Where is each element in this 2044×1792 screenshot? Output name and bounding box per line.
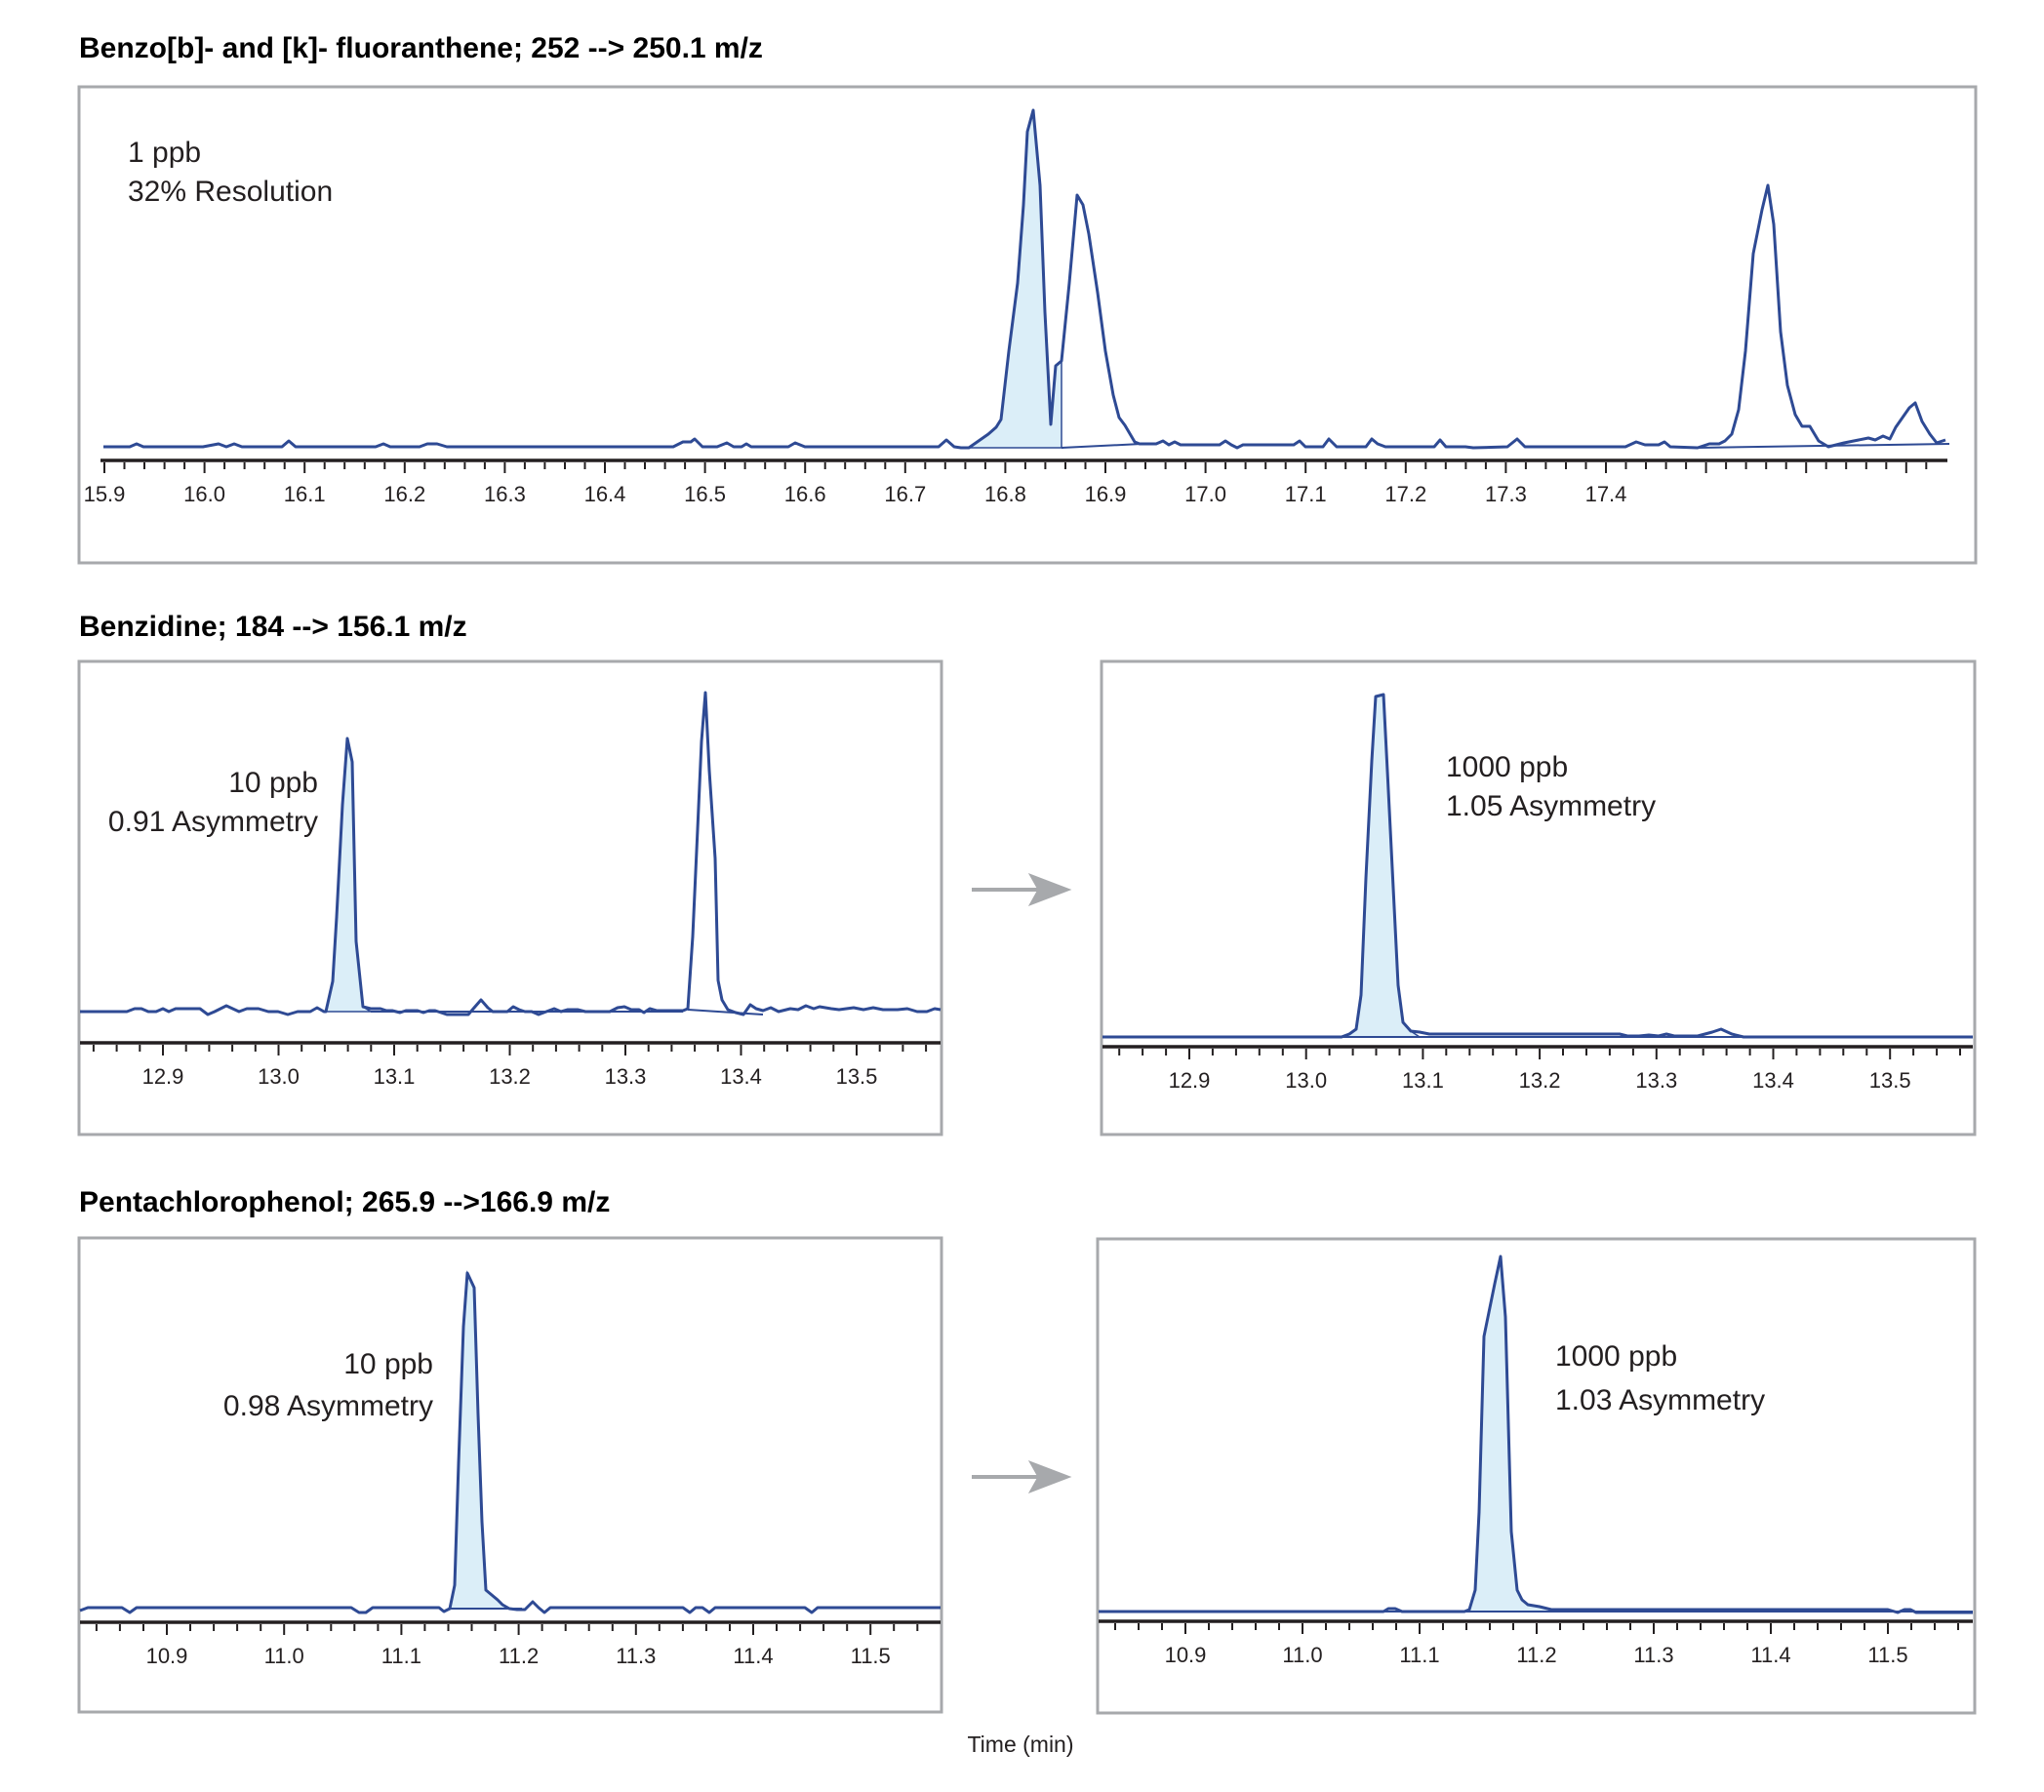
tick-label: 16.8 <box>984 482 1026 506</box>
x-axis-title: Time (min) <box>967 1732 1073 1757</box>
tick-label: 13.5 <box>1869 1068 1911 1093</box>
tick-label: 11.1 <box>1399 1643 1439 1667</box>
tick-label: 11.2 <box>499 1644 539 1668</box>
resolution-label: 32% Resolution <box>128 176 333 208</box>
tick-label: 11.5 <box>1867 1643 1907 1667</box>
x-axis-tick-labels: 10.9 11.0 11.1 11.2 11.3 11.4 11.5 <box>146 1644 891 1668</box>
concentration-label: 1000 ppb <box>1555 1340 1677 1373</box>
tick-label: 13.4 <box>720 1064 762 1089</box>
tick-label: 11.3 <box>1633 1643 1673 1667</box>
tick-label: 11.0 <box>264 1644 304 1668</box>
x-axis-ticks <box>92 1045 928 1055</box>
x-axis-tick-labels: 10.9 11.0 11.1 11.2 11.3 11.4 11.5 <box>1165 1643 1908 1667</box>
tick-label: 11.1 <box>381 1644 421 1668</box>
panel-benzofluoranthene: 15.9 16.0 16.1 16.2 16.3 16.4 16.5 16.6 16.7 16.8… <box>77 85 1978 565</box>
x-axis-ticks <box>95 1624 919 1635</box>
tick-label: 16.4 <box>584 482 626 506</box>
panel-frame <box>77 1236 943 1714</box>
tick-label: 16.1 <box>284 482 326 506</box>
tick-label: 16.5 <box>684 482 726 506</box>
tick-label: 10.9 <box>146 1644 188 1668</box>
integration-baseline <box>1697 443 1950 449</box>
x-axis-ticks <box>103 462 1928 473</box>
tick-label: 11.5 <box>851 1644 891 1668</box>
chromatogram-trace <box>103 108 1946 450</box>
tick-label: 11.3 <box>616 1644 656 1668</box>
panel-frame <box>1100 659 1977 1136</box>
panel-frame <box>77 659 943 1136</box>
panel-frame <box>1096 1237 1977 1715</box>
panel-benzidine-1000ppb: 12.9 13.0 13.1 13.2 13.3 13.4 13.5 1000 ppb 1.… <box>1100 659 1977 1136</box>
tick-label: 11.4 <box>1750 1643 1790 1667</box>
concentration-label: 10 ppb <box>343 1348 433 1380</box>
tick-label: 17.4 <box>1585 482 1627 506</box>
x-axis-ticks <box>1118 1049 1961 1059</box>
tick-label: 17.2 <box>1384 482 1426 506</box>
asymmetry-label: 1.03 Asymmetry <box>1555 1384 1765 1416</box>
tick-label: 17.0 <box>1184 482 1226 506</box>
tick-label: 16.3 <box>484 482 526 506</box>
tick-label: 13.3 <box>1635 1068 1677 1093</box>
panel-pentachlorophenol-1000ppb: 10.9 11.0 11.1 11.2 11.3 11.4 11.5 1000 ppb 1.… <box>1096 1237 1977 1715</box>
x-axis-tick-labels: 15.9 16.0 16.1 16.2 16.3 16.4 16.5 16.6 16.7 16.8… <box>84 482 1627 506</box>
tick-label: 16.0 <box>183 482 225 506</box>
asymmetry-label: 0.98 Asymmetry <box>223 1390 433 1422</box>
x-axis-tick-labels: 12.9 13.0 13.1 13.2 13.3 13.4 13.5 <box>142 1064 878 1089</box>
concentration-label: 10 ppb <box>228 767 318 799</box>
tick-label: 16.6 <box>784 482 826 506</box>
integration-baseline <box>1061 443 1142 449</box>
transition-arrow <box>972 873 1072 906</box>
tick-label: 10.9 <box>1165 1643 1207 1667</box>
chromatogram-trace <box>79 1271 941 1614</box>
section-title-benzofluoranthene: Benzo[b]- and [k]- fluoranthene; 252 -->… <box>79 32 763 64</box>
asymmetry-label: 0.91 Asymmetry <box>108 806 318 838</box>
chromatogram-trace <box>1099 1254 1973 1614</box>
tick-label: 16.2 <box>383 482 425 506</box>
section-title-benzidine: Benzidine; 184 --> 156.1 m/z <box>79 611 467 643</box>
tick-label: 13.4 <box>1752 1068 1794 1093</box>
chromatogram-trace <box>80 691 942 1016</box>
section-title-pentachlorophenol: Pentachlorophenol; 265.9 -->166.9 m/z <box>79 1186 610 1218</box>
tick-label: 13.3 <box>605 1064 647 1089</box>
tick-label: 13.5 <box>836 1064 878 1089</box>
tick-label: 13.1 <box>1402 1068 1444 1093</box>
x-axis-ticks <box>1114 1623 1959 1634</box>
tick-label: 13.0 <box>258 1064 300 1089</box>
tick-label: 12.9 <box>1169 1068 1211 1093</box>
transition-arrow <box>972 1460 1072 1493</box>
concentration-label: 1 ppb <box>128 137 201 169</box>
tick-label: 11.4 <box>733 1644 773 1668</box>
tick-label: 13.2 <box>489 1064 531 1089</box>
integration-baseline <box>687 1009 764 1015</box>
tick-label: 12.9 <box>142 1064 184 1089</box>
chromatogram-trace <box>1102 693 1973 1039</box>
tick-label: 13.2 <box>1519 1068 1561 1093</box>
concentration-label: 1000 ppb <box>1446 751 1568 783</box>
panel-pentachlorophenol-10ppb: 10.9 11.0 11.1 11.2 11.3 11.4 11.5 10 ppb 0.98… <box>77 1236 943 1714</box>
tick-label: 15.9 <box>84 482 126 506</box>
panel-benzidine-10ppb: 12.9 13.0 13.1 13.2 13.3 13.4 13.5 10 ppb 0.91… <box>77 659 943 1136</box>
tick-label: 13.1 <box>374 1064 416 1089</box>
tick-label: 16.7 <box>884 482 926 506</box>
tick-label: 17.3 <box>1485 482 1527 506</box>
tick-label: 13.0 <box>1285 1068 1327 1093</box>
asymmetry-label: 1.05 Asymmetry <box>1446 790 1656 822</box>
tick-label: 17.1 <box>1285 482 1327 506</box>
tick-label: 11.0 <box>1282 1643 1322 1667</box>
tick-label: 16.9 <box>1085 482 1127 506</box>
tick-label: 11.2 <box>1516 1643 1556 1667</box>
x-axis-tick-labels: 12.9 13.0 13.1 13.2 13.3 13.4 13.5 <box>1169 1068 1911 1093</box>
